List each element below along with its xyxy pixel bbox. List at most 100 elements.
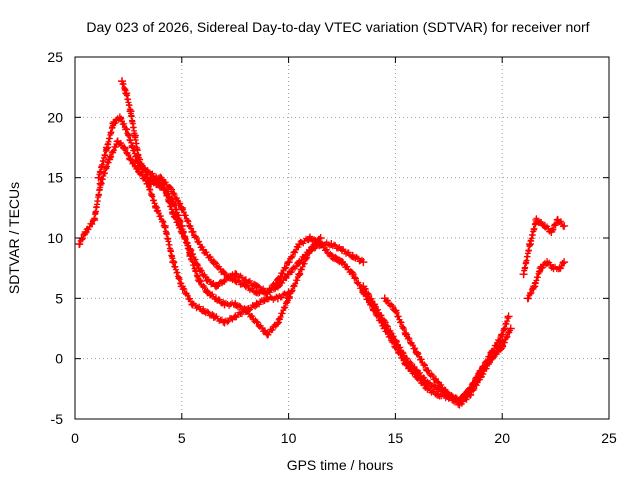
data-point <box>263 288 272 297</box>
data-point <box>203 276 212 285</box>
data-point <box>160 221 169 230</box>
data-point <box>466 384 475 393</box>
data-point <box>519 270 528 279</box>
data-point <box>530 282 539 291</box>
y-tick-label: 20 <box>47 109 63 125</box>
data-point <box>284 294 293 303</box>
point-markers <box>328 253 514 408</box>
data-point <box>122 89 131 98</box>
y-tick-label: -5 <box>51 411 64 427</box>
x-tick-label: 0 <box>71 430 79 446</box>
data-point <box>487 354 496 363</box>
data-point <box>476 366 485 375</box>
data-point <box>188 227 197 236</box>
data-point <box>359 258 368 267</box>
data-point <box>194 276 203 285</box>
data-point <box>305 234 314 242</box>
data-point <box>348 270 357 279</box>
data-point <box>199 306 208 315</box>
y-tick-label: 0 <box>55 351 63 367</box>
data-point <box>338 246 346 255</box>
data-point <box>380 318 389 327</box>
data-point <box>560 258 569 267</box>
data-point <box>152 203 161 212</box>
data-point <box>211 294 220 303</box>
data-point <box>209 258 218 267</box>
data-point <box>126 155 135 164</box>
data-point <box>553 215 562 224</box>
data-point <box>90 215 99 224</box>
x-tick-label: 15 <box>388 430 404 446</box>
data-point <box>402 354 411 363</box>
data-point <box>284 258 293 267</box>
data-point <box>536 264 545 273</box>
data-point <box>188 300 197 309</box>
data-point <box>391 306 400 315</box>
series-track-d <box>145 173 346 297</box>
data-point <box>543 258 552 267</box>
data-point <box>105 155 114 164</box>
data-point <box>231 312 240 321</box>
data-point <box>209 312 218 321</box>
data-points <box>75 77 569 409</box>
series-track-i <box>523 258 569 303</box>
data-point <box>263 330 272 339</box>
x-tick-label: 20 <box>494 430 510 446</box>
data-point <box>295 258 304 267</box>
data-point <box>115 113 124 122</box>
data-point <box>186 252 195 261</box>
data-point <box>169 209 178 218</box>
data-point <box>391 336 400 345</box>
data-point <box>122 125 131 134</box>
x-tick-label: 25 <box>601 430 617 446</box>
data-point <box>211 282 220 291</box>
data-point <box>130 131 139 140</box>
data-point <box>402 330 411 339</box>
data-point <box>156 173 165 182</box>
data-point <box>145 179 154 188</box>
data-point <box>177 221 186 230</box>
series-track-a <box>75 137 293 327</box>
data-point <box>117 77 126 86</box>
data-point <box>143 173 152 182</box>
data-point <box>555 264 564 273</box>
data-point <box>273 318 282 327</box>
data-point <box>327 252 336 261</box>
data-point <box>203 288 212 297</box>
x-tick-label: 5 <box>178 430 186 446</box>
data-point <box>434 378 443 387</box>
data-point <box>252 288 261 297</box>
data-point <box>135 155 144 164</box>
data-point <box>96 179 105 188</box>
data-point <box>348 252 357 261</box>
series-track-e <box>327 252 515 409</box>
y-axis-label: SDTVAR / TECUs <box>6 182 22 294</box>
data-point <box>241 306 250 315</box>
y-tick-label: 10 <box>47 230 63 246</box>
data-point <box>540 221 549 230</box>
data-point <box>560 221 569 230</box>
data-point <box>305 246 314 255</box>
data-point <box>380 294 389 303</box>
y-tick-label: 25 <box>47 49 63 65</box>
data-point <box>284 270 293 279</box>
axis-ticks: 0 5 10 15 20 25 -5 0 5 10 15 20 25 <box>47 49 617 446</box>
x-tick-label: 10 <box>281 430 297 446</box>
data-point <box>523 294 532 303</box>
data-point <box>120 143 129 152</box>
grid-lines <box>75 57 609 419</box>
data-point <box>423 378 432 387</box>
y-tick-label: 15 <box>47 170 63 186</box>
x-axis-label: GPS time / hours <box>287 457 394 473</box>
data-point <box>532 215 541 224</box>
data-point <box>295 270 304 279</box>
data-point <box>220 270 229 279</box>
data-point <box>455 396 464 405</box>
data-point <box>75 240 84 249</box>
data-point <box>220 300 229 309</box>
data-point <box>359 282 368 291</box>
series-track-c <box>117 77 325 339</box>
y-tick-label: 5 <box>55 290 63 306</box>
data-point <box>370 300 379 309</box>
